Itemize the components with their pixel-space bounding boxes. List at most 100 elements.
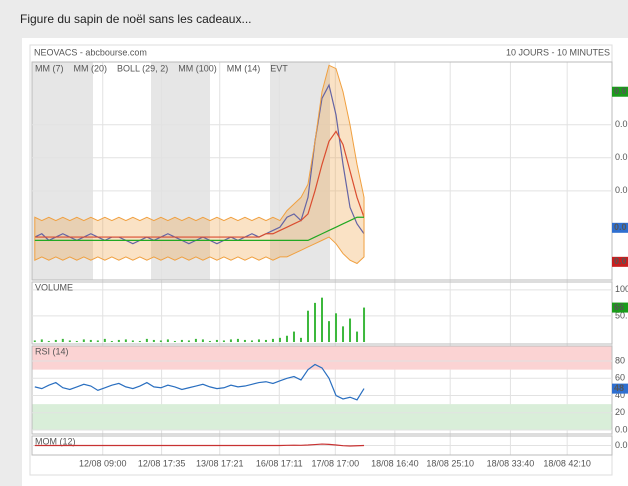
value-marker-label: 48 xyxy=(614,383,624,393)
volume-bar xyxy=(342,326,345,343)
volume-bar xyxy=(159,340,162,343)
post-title: Figure du sapin de noël sans les cadeaux… xyxy=(20,12,252,26)
chart: NEOVACS - abcbourse.com 10 JOURS - 10 MI… xyxy=(29,44,628,476)
volume-bar xyxy=(201,339,204,343)
volume-bar xyxy=(236,338,239,343)
value-marker-label: 0.0 xyxy=(614,222,627,232)
y-tick-label: 40 xyxy=(615,390,625,400)
y-tick-label: 0.0 xyxy=(615,152,628,162)
value-marker-label: 0.0 xyxy=(614,256,627,266)
y-tick-label: 50. xyxy=(615,310,628,320)
volume-bar xyxy=(250,340,253,343)
x-tick-label: 18/08 33:40 xyxy=(487,458,535,468)
y-tick-label: 80 xyxy=(615,355,625,365)
volume-bar xyxy=(215,339,218,343)
series-line xyxy=(34,216,365,241)
indicator-line xyxy=(34,363,365,401)
volume-bar xyxy=(243,339,246,343)
volume-bar xyxy=(271,338,274,343)
volume-bar xyxy=(33,340,36,343)
panel-frame xyxy=(31,281,613,345)
value-marker xyxy=(612,86,628,97)
volume-bar xyxy=(328,321,331,343)
volume-bar xyxy=(356,331,359,343)
volume-bar xyxy=(68,340,71,343)
volume-bar xyxy=(145,338,148,343)
volume-bar xyxy=(103,338,106,343)
value-marker xyxy=(612,383,628,394)
volume-bar xyxy=(152,339,155,343)
legend-entry: MM (14) xyxy=(227,63,261,73)
volume-bar xyxy=(264,339,267,343)
volume-bar xyxy=(306,310,309,343)
x-tick-label: 17/08 17:00 xyxy=(312,458,360,468)
zone xyxy=(32,346,612,370)
panel-frame xyxy=(31,61,613,281)
value-marker-label: 66 xyxy=(614,302,624,312)
volume-bar xyxy=(208,340,211,343)
y-tick-label: 0.0 xyxy=(615,424,628,434)
x-tick-label: 18/08 16:40 xyxy=(371,458,419,468)
volume-bar xyxy=(131,340,134,343)
volume-bar xyxy=(89,339,92,343)
x-tick-label: 18/08 42:10 xyxy=(543,458,591,468)
volume-bar xyxy=(75,340,78,343)
value-marker xyxy=(612,256,628,267)
legend-entry: MM (20) xyxy=(74,63,108,73)
volume-bar xyxy=(40,339,43,343)
y-tick-label: 60 xyxy=(615,373,625,383)
value-marker-label: 0.0 xyxy=(614,86,627,96)
chart-title: NEOVACS - abcbourse.com xyxy=(34,47,147,57)
volume-bar xyxy=(313,302,316,343)
legend-entry: EVT xyxy=(270,63,288,73)
volume-bar xyxy=(299,337,302,343)
panel-title: VOLUME xyxy=(35,282,73,292)
value-marker xyxy=(612,302,628,313)
volume-bar xyxy=(222,340,225,343)
volume-bar xyxy=(257,339,260,343)
x-tick-label: 12/08 09:00 xyxy=(79,458,127,468)
chart-subtitle: 10 JOURS - 10 MINUTES xyxy=(506,47,610,57)
volume-bar xyxy=(321,297,323,343)
panel-title: MOM (12) xyxy=(35,436,76,446)
chart-panel: NEOVACS - abcbourse.com 10 JOURS - 10 MI… xyxy=(22,38,628,486)
x-tick-label: 18/08 25:10 xyxy=(426,458,474,468)
volume-bar xyxy=(82,339,85,343)
x-tick-label: 16/08 17:11 xyxy=(256,458,303,468)
y-tick-label: 0.0 xyxy=(615,440,628,450)
volume-bar xyxy=(278,337,281,343)
x-tick-label: 13/08 17:21 xyxy=(196,458,244,468)
volume-bar xyxy=(166,339,169,343)
volume-bar xyxy=(285,335,288,343)
indicator-line xyxy=(34,443,365,447)
y-tick-label: 20 xyxy=(615,407,625,417)
y-tick-label: 0.0 xyxy=(615,119,628,129)
volume-bar xyxy=(187,340,190,343)
y-tick-label: 100 xyxy=(615,284,628,294)
volume-bar xyxy=(54,339,57,343)
volume-bar xyxy=(349,318,352,343)
legend-entry: MM (100) xyxy=(178,63,217,73)
volume-bar xyxy=(292,331,295,343)
volume-bar xyxy=(47,340,50,343)
volume-bar xyxy=(138,340,141,343)
volume-bar xyxy=(61,338,64,343)
volume-bar xyxy=(335,313,338,343)
value-marker xyxy=(612,222,628,233)
session-shade xyxy=(151,62,210,280)
volume-bar xyxy=(96,340,99,343)
volume-bar xyxy=(363,307,366,343)
session-shade xyxy=(32,62,93,280)
legend-entry: BOLL (29, 2) xyxy=(117,63,168,73)
series-line xyxy=(34,83,365,245)
volume-bar xyxy=(194,338,197,343)
x-tick-label: 12/08 17:35 xyxy=(138,458,186,468)
volume-bar xyxy=(124,339,127,343)
volume-bar xyxy=(229,339,232,343)
volume-bar xyxy=(117,339,120,343)
series-line xyxy=(34,130,365,238)
zone xyxy=(32,404,612,431)
volume-bar xyxy=(173,340,176,343)
volume-bar xyxy=(110,340,113,343)
